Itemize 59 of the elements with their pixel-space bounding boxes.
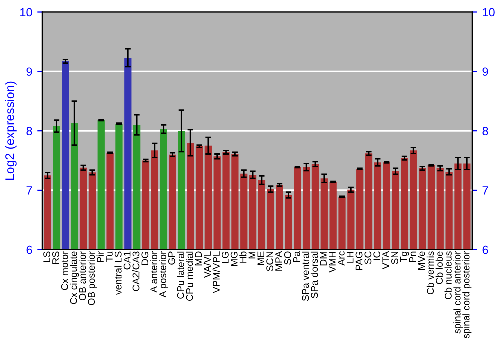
- y-axis-title: Log2 (expression): [5, 82, 17, 180]
- x-tick-label: RS: [52, 252, 60, 264]
- x-tick-label: Pa: [293, 251, 300, 262]
- y2-tick-label: 8: [482, 127, 488, 136]
- y-tick-label: 9: [26, 68, 32, 76]
- x-tick-label: OB posterior: [88, 251, 97, 306]
- x-tick-label: Arc: [338, 252, 345, 266]
- x-tick-label: LG: [222, 252, 229, 264]
- y-tick-label: 7: [26, 186, 32, 195]
- x-tick-label: spinal cord anterior: [454, 251, 463, 334]
- x-tick-label: SO: [284, 252, 292, 265]
- x-tick-label: DM: [320, 252, 327, 266]
- x-tick-label: CA2/CA3: [132, 252, 140, 292]
- x-tick-label: Pir: [96, 251, 104, 262]
- x-tick-label: SCN: [266, 252, 274, 272]
- x-tick-label: MPA: [276, 251, 282, 271]
- x-tick-label: SC: [364, 252, 372, 264]
- x-tick-label: CPu lateral: [177, 252, 184, 299]
- x-tick-label: CPu medial: [186, 252, 194, 302]
- x-tick-label: VTA: [382, 251, 390, 270]
- y2-tick-label: 7: [482, 186, 488, 195]
- x-tick-label: Tg: [400, 252, 410, 262]
- x-tick-label: Hb: [240, 252, 247, 263]
- x-tick-label: LS: [44, 252, 50, 262]
- x-tick-label: Cb nucleus: [444, 252, 452, 300]
- x-tick-label: MVe: [418, 252, 426, 270]
- x-tick-label: Cb lobe: [436, 252, 443, 284]
- x-tick-label: MD: [195, 252, 202, 266]
- x-tick-label: IC: [374, 252, 381, 260]
- x-tick-label: VA/VL: [204, 252, 212, 278]
- x-tick-label: DG: [142, 252, 149, 266]
- x-tick-label: Pn: [409, 252, 416, 262]
- x-tick-label: SPa dorsal: [310, 252, 318, 298]
- x-tick-label: MG: [230, 252, 238, 266]
- x-tick-label: spinal cord posterior: [462, 251, 472, 339]
- x-tick-label: OB anterior: [79, 251, 86, 301]
- y-tick-label: 8: [26, 127, 32, 136]
- x-tick-label: M: [248, 252, 256, 259]
- y-tick-label: 10: [20, 8, 32, 17]
- x-tick-label: CA1: [124, 252, 131, 270]
- y2-tick-label: 9: [482, 68, 488, 76]
- x-tick-label: Cx motor: [61, 251, 68, 290]
- x-tick-label: GP: [168, 252, 176, 265]
- x-tick-label: SN: [392, 252, 398, 264]
- x-tick-label: VMH: [329, 252, 336, 273]
- x-tick-label: A posterior: [159, 251, 168, 298]
- y2-tick-label: 6: [482, 246, 488, 254]
- y2-tick-label: 10: [483, 8, 495, 17]
- x-tick-label: A anterior: [150, 251, 158, 293]
- x-tick-label: ME: [258, 252, 264, 266]
- x-tick-label: VPM/VPL: [212, 252, 220, 294]
- x-tick-label: SPa ventral: [302, 252, 310, 302]
- x-tick-label: Cx cingulate: [70, 252, 80, 304]
- x-tick-label: Cb vermis: [426, 252, 434, 295]
- x-tick-label: ventral LS: [114, 252, 122, 296]
- x-tick-label: PAG: [356, 252, 363, 270]
- x-tick-label: Tu: [106, 252, 113, 262]
- x-tick-label: LH: [347, 252, 354, 263]
- y-tick-label: 6: [26, 246, 32, 254]
